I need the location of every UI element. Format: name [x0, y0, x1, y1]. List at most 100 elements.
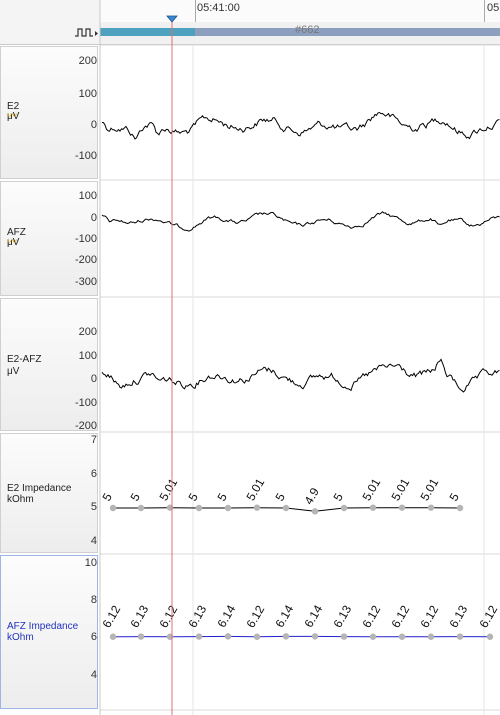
impedance-value-label: 5 — [446, 490, 462, 503]
channel-unit: kOhm — [7, 494, 34, 505]
impedance-marks: 5 5 5.01 5 5 5.01 5 4.9 5 5.01 5.01 5.01 56.12 6.13 6.… — [99, 476, 500, 640]
impedance-value-label: 6.13 — [127, 603, 151, 631]
header-left-area — [0, 0, 100, 45]
channel-label-panel-e2-impedance[interactable]: E2 Impedance kOhm — [0, 433, 98, 553]
impedance-point — [486, 633, 494, 640]
impedance-value-label: 6.12 — [388, 603, 412, 631]
impedance-point — [224, 504, 232, 512]
impedance-point — [109, 633, 117, 640]
impedance-point — [311, 633, 319, 640]
channel-label-panel-e2-afz[interactable]: E2-AFZ μV — [0, 298, 98, 431]
scroll-icon[interactable] — [74, 26, 98, 40]
axis-tick-label: 5 — [90, 501, 97, 513]
axis-tick-label: 6 — [90, 468, 97, 480]
impedance-point — [427, 504, 435, 511]
channel-name: E2-AFZ — [7, 354, 42, 365]
channel-unit: μV — [7, 366, 20, 377]
impedance-point — [224, 633, 232, 640]
impedance-point — [282, 633, 290, 640]
impedance-value-label: 6.12 — [243, 603, 267, 631]
axis-tick-label: -300 — [74, 276, 97, 288]
axis-tick-label: -100 — [74, 150, 97, 162]
impedance-point — [456, 633, 464, 640]
navigation-selection[interactable] — [100, 28, 195, 36]
impedance-point — [282, 504, 290, 512]
axis-tick-label: 0 — [90, 373, 97, 385]
impedance-point — [456, 504, 464, 512]
channel-unit: μV — [7, 111, 20, 122]
axis-tick-label: -100 — [74, 397, 97, 409]
axis-tick-label: 7 — [90, 434, 97, 446]
impedance-value-label: 5 — [99, 490, 115, 503]
marker-label: #662 — [295, 24, 320, 36]
axis-tick-label: 0 — [90, 212, 97, 224]
trace-e2 — [101, 111, 500, 140]
impedance-value-label: 6.14 — [301, 602, 325, 630]
impedance-value-label: 6.12 — [417, 603, 441, 631]
channel-label-panel-e2[interactable]: E2 μV 〰 — [0, 46, 98, 179]
impedance-value-label: 5 — [127, 490, 143, 503]
impedance-point — [195, 633, 203, 640]
impedance-point — [369, 633, 377, 640]
channel-unit: μV — [7, 237, 20, 248]
impedance-value-label: 5.01 — [417, 476, 441, 504]
impedance-value-label: 6.13 — [446, 603, 470, 631]
axis-tick-label: -200 — [74, 420, 97, 431]
impedance-point — [253, 633, 261, 640]
axis-tick-label: 10 — [84, 557, 97, 569]
impedance-point — [137, 633, 145, 640]
impedance-value-label: 5.01 — [388, 476, 412, 504]
channel-label-panel-afz-impedance[interactable]: AFZ Impedance kOhm — [0, 555, 98, 709]
impedance-point — [109, 504, 117, 512]
time-tick — [195, 0, 196, 22]
impedance-point — [398, 633, 406, 640]
channel-label-panel-afz[interactable]: AFZ μV 〰 — [0, 181, 98, 296]
navigation-track[interactable] — [100, 28, 500, 36]
impedance-value-label: 5 — [272, 490, 288, 503]
impedance-point — [195, 504, 203, 512]
impedance-point — [311, 508, 319, 515]
impedance-value-label: 5.01 — [359, 476, 383, 504]
impedance-value-label: 4.9 — [301, 485, 322, 507]
wave-icon: 〰 — [7, 111, 17, 122]
axis-tick-label: -200 — [74, 254, 97, 266]
impedance-point — [340, 633, 348, 640]
impedance-point — [253, 504, 261, 511]
axis-tick-label: 100 — [78, 88, 97, 100]
impedance-value-label: 6.14 — [272, 602, 296, 630]
axis-tick-label: 0 — [90, 119, 97, 131]
impedance-value-label: 6.12 — [476, 603, 500, 631]
axis-tick-label: 100 — [78, 190, 97, 202]
axis-tick-label: 200 — [78, 326, 97, 338]
time-tick — [484, 0, 485, 22]
axis-tick-label: 200 — [78, 55, 97, 67]
impedance-value-label: 6.14 — [214, 602, 238, 630]
channel-name: AFZ — [7, 227, 26, 238]
impedance-value-label: 5.01 — [243, 476, 267, 504]
wave-icon: 〰 — [7, 237, 17, 248]
impedance-value-label: 5 — [330, 490, 346, 503]
axis-tick-label: 4 — [90, 535, 97, 547]
channel-unit: kOhm — [7, 632, 34, 643]
time-label: 05 — [487, 2, 500, 14]
channel-name: AFZ Impedance — [7, 621, 79, 632]
trace-e2-afz — [101, 358, 500, 393]
impedance-value-label: 6.12 — [99, 603, 123, 631]
time-label: 05:41:00 — [197, 2, 240, 14]
impedance-value-label: 6.13 — [185, 603, 209, 631]
axis-tick-label: 4 — [90, 669, 97, 681]
impedance-point — [398, 504, 406, 511]
cursor-handle-icon[interactable] — [166, 15, 178, 23]
axis-tick-label: 100 — [78, 350, 97, 362]
traces — [101, 111, 500, 393]
impedance-point — [340, 504, 348, 512]
impedance-point — [427, 633, 435, 640]
axis-tick-label: -100 — [74, 233, 97, 245]
impedance-point — [137, 504, 145, 512]
axis-tick-label: 8 — [90, 594, 97, 606]
impedance-value-label: 5 — [214, 490, 230, 503]
impedance-value-label: 6.13 — [330, 603, 354, 631]
impedance-value-label: 6.12 — [156, 603, 180, 631]
impedance-point — [369, 504, 377, 511]
